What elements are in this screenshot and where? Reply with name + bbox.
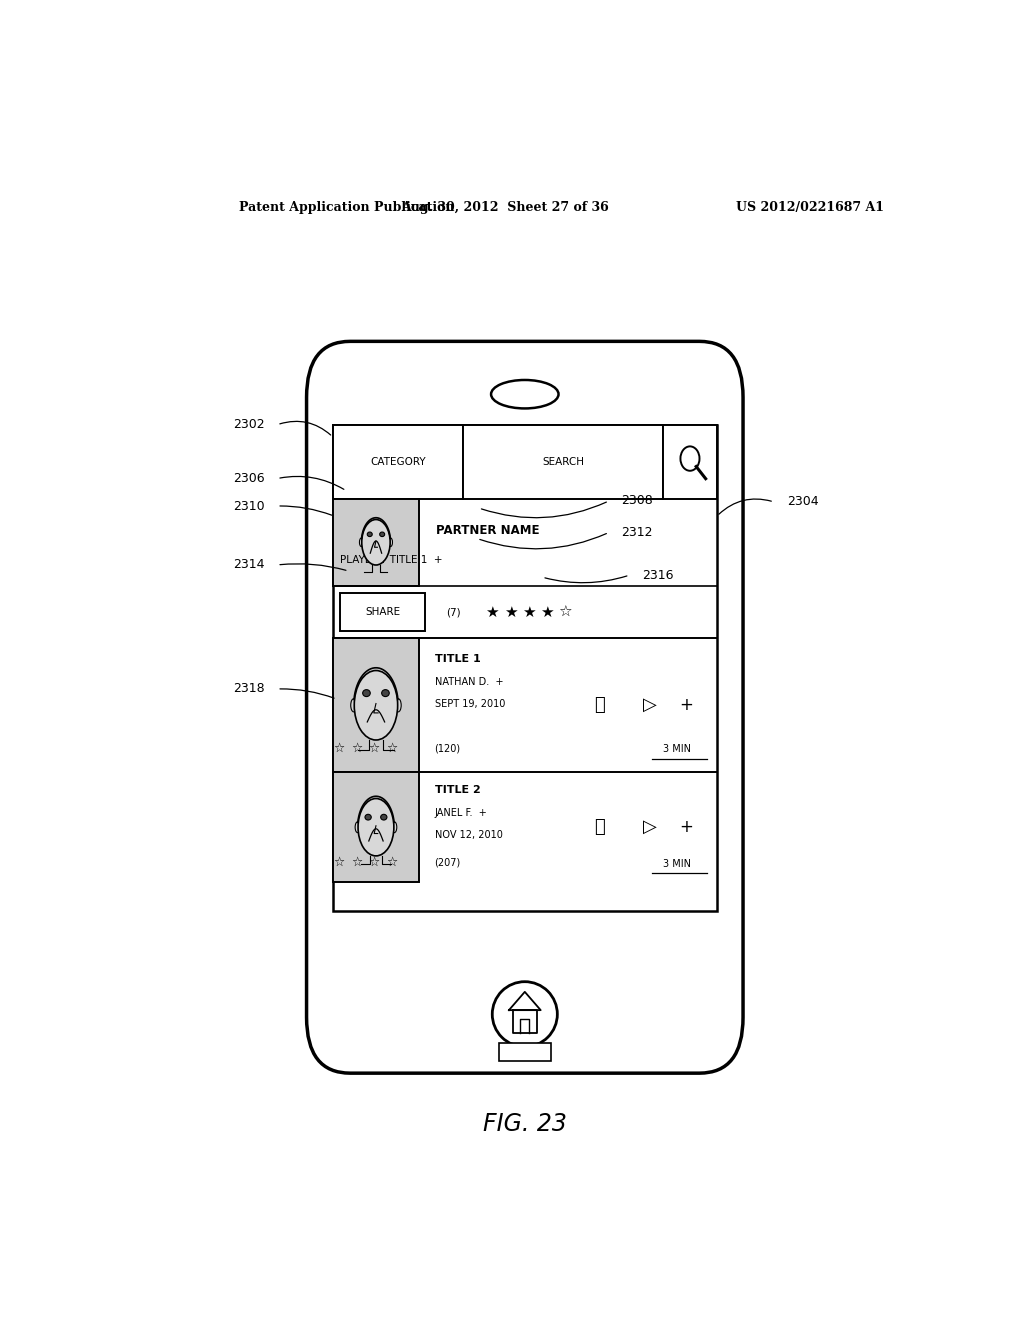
Text: SEARCH: SEARCH (543, 457, 585, 467)
Ellipse shape (362, 689, 371, 697)
Text: FIG. 23: FIG. 23 (483, 1111, 566, 1137)
Text: SHARE: SHARE (366, 607, 400, 618)
Text: ☆: ☆ (386, 855, 397, 869)
Bar (340, 594, 425, 631)
FancyArrowPatch shape (280, 421, 331, 436)
Text: TITLE 1: TITLE 1 (434, 655, 480, 664)
Text: +: + (679, 818, 693, 836)
Text: ★: ★ (522, 605, 536, 619)
Ellipse shape (392, 822, 396, 833)
FancyArrowPatch shape (719, 499, 771, 515)
Text: ☆: ☆ (386, 742, 397, 755)
Text: ☆: ☆ (369, 855, 380, 869)
Ellipse shape (380, 532, 385, 537)
Text: 2306: 2306 (232, 473, 264, 484)
FancyArrowPatch shape (481, 502, 606, 517)
Text: NOV 12, 2010: NOV 12, 2010 (434, 830, 503, 840)
FancyBboxPatch shape (306, 342, 743, 1073)
Text: ★: ★ (504, 605, 517, 619)
Ellipse shape (492, 380, 558, 408)
Bar (499, 1043, 551, 1061)
Text: 2308: 2308 (622, 495, 653, 507)
Text: 2318: 2318 (232, 682, 264, 696)
Ellipse shape (388, 539, 392, 546)
FancyArrowPatch shape (280, 506, 332, 515)
Text: ☆: ☆ (351, 742, 362, 755)
Text: 2304: 2304 (786, 495, 818, 508)
Text: US 2012/0221687 A1: US 2012/0221687 A1 (736, 201, 885, 214)
Text: JANEL F.  +: JANEL F. + (434, 808, 487, 817)
Ellipse shape (368, 532, 373, 537)
Text: ⓘ: ⓘ (594, 696, 605, 714)
Text: (120): (120) (434, 743, 461, 752)
Text: TITLE 2: TITLE 2 (434, 785, 480, 796)
Ellipse shape (354, 671, 397, 741)
Text: (207): (207) (434, 858, 461, 867)
Bar (664, 425, 717, 499)
Ellipse shape (365, 814, 372, 820)
Bar (463, 425, 664, 499)
Text: ☆: ☆ (334, 742, 345, 755)
Text: ⓘ: ⓘ (594, 818, 605, 836)
Ellipse shape (382, 689, 389, 697)
Bar (333, 425, 463, 499)
Text: 2314: 2314 (233, 558, 264, 572)
Text: +: + (679, 696, 693, 714)
Text: Patent Application Publication: Patent Application Publication (240, 201, 455, 214)
Text: 3 MIN: 3 MIN (663, 858, 690, 869)
Text: 2316: 2316 (642, 569, 674, 582)
FancyArrowPatch shape (280, 477, 344, 490)
Text: ▷: ▷ (643, 696, 656, 714)
Ellipse shape (395, 698, 401, 711)
Ellipse shape (361, 520, 390, 565)
Ellipse shape (381, 814, 387, 820)
Bar (333, 425, 717, 911)
Ellipse shape (359, 539, 364, 546)
Bar (333, 499, 419, 586)
Text: ▷: ▷ (643, 818, 656, 836)
Text: Aug. 30, 2012  Sheet 27 of 36: Aug. 30, 2012 Sheet 27 of 36 (401, 201, 609, 214)
Text: (7): (7) (446, 607, 461, 618)
Text: 2302: 2302 (232, 418, 264, 432)
FancyArrowPatch shape (480, 533, 606, 549)
Text: 2312: 2312 (622, 525, 653, 539)
Bar (333, 772, 419, 882)
Text: ☆: ☆ (369, 742, 380, 755)
FancyArrowPatch shape (280, 564, 346, 570)
Ellipse shape (493, 982, 557, 1047)
FancyArrowPatch shape (545, 576, 627, 582)
Ellipse shape (355, 822, 360, 833)
Text: ★: ★ (540, 605, 554, 619)
Ellipse shape (358, 799, 394, 855)
Text: 3 MIN: 3 MIN (663, 744, 690, 754)
Text: ☆: ☆ (334, 855, 345, 869)
Text: 2310: 2310 (232, 499, 264, 512)
Circle shape (680, 446, 699, 471)
Text: ★: ★ (485, 605, 499, 619)
Text: SEPT 19, 2010: SEPT 19, 2010 (434, 700, 505, 709)
Text: ☆: ☆ (558, 605, 572, 619)
Text: PARTNER NAME: PARTNER NAME (436, 524, 540, 536)
FancyArrowPatch shape (280, 689, 334, 698)
Text: CATEGORY: CATEGORY (371, 457, 426, 467)
Text: ☆: ☆ (351, 855, 362, 869)
Ellipse shape (351, 698, 356, 711)
Bar (333, 639, 419, 772)
Text: NATHAN D.  +: NATHAN D. + (434, 677, 503, 686)
Text: PLAYLIST TITLE 1  +: PLAYLIST TITLE 1 + (340, 554, 443, 565)
